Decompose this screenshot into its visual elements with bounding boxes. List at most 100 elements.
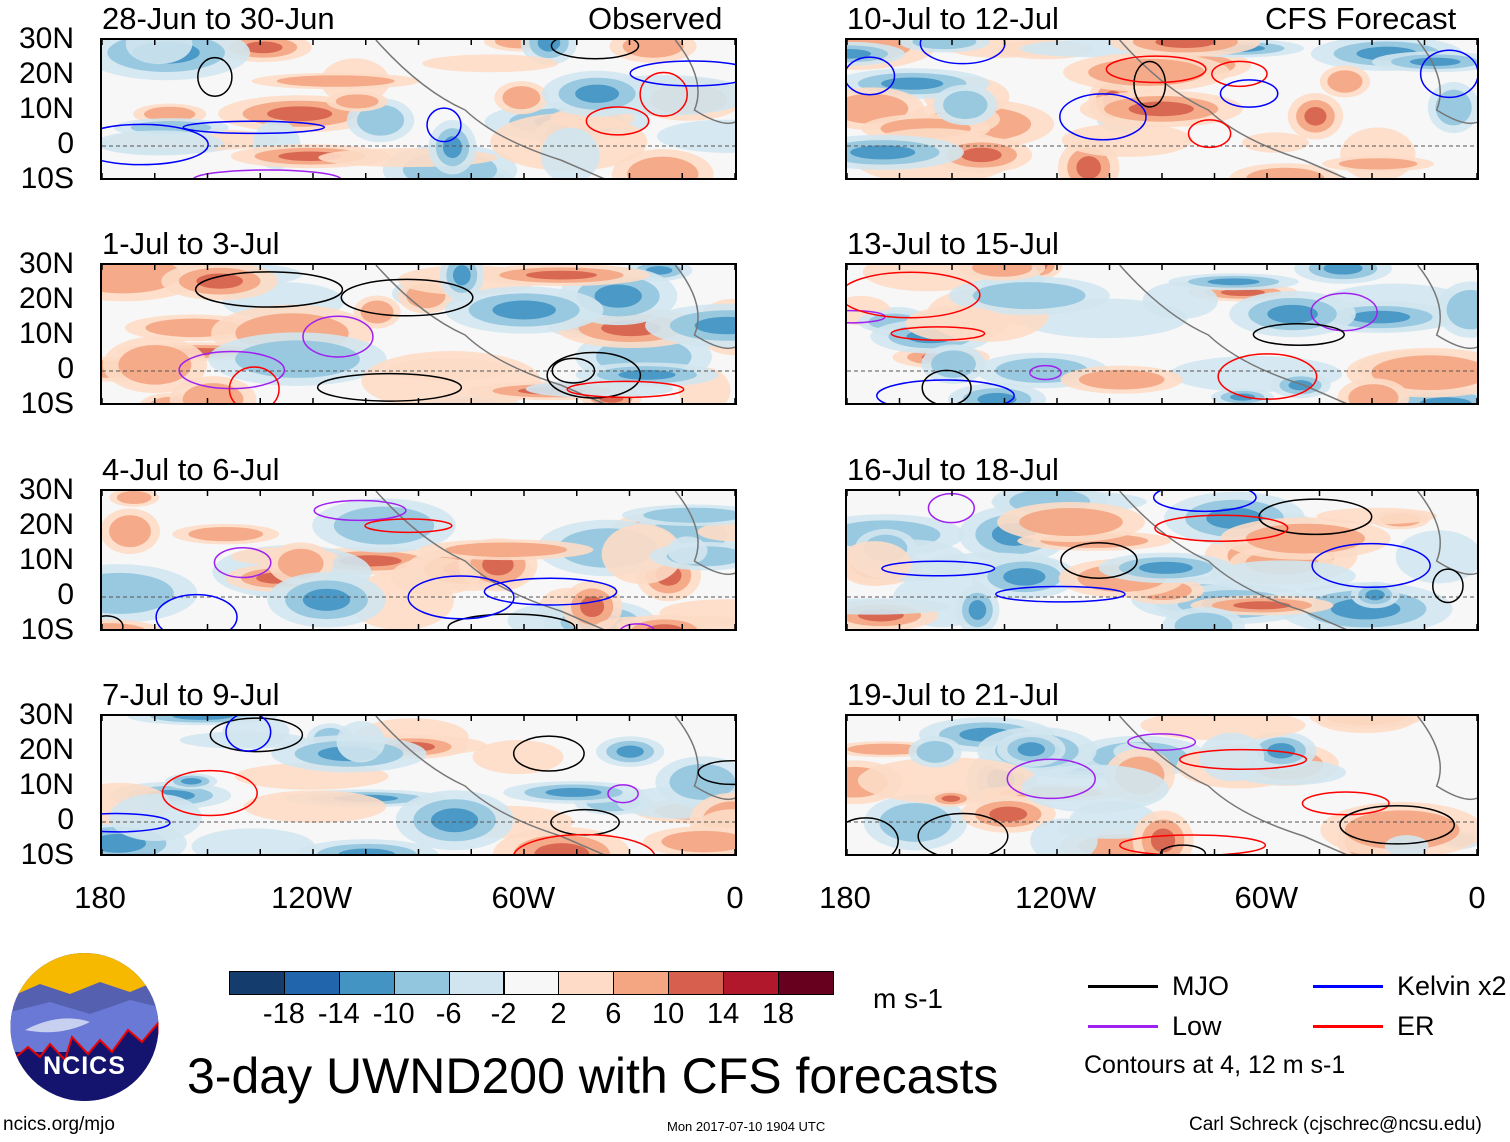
westerly-anomaly-blob xyxy=(1246,167,1325,178)
wave-contour xyxy=(426,107,462,143)
easterly-anomaly-blob xyxy=(222,716,290,748)
wave-contour xyxy=(102,123,209,166)
easterly-anomaly-blob xyxy=(125,40,193,65)
map-panel xyxy=(845,714,1479,856)
latitude-label: 10S xyxy=(20,162,74,195)
author-credit: Carl Schreck (cjschrec@ncsu.edu) xyxy=(1189,1114,1482,1135)
easterly-anomaly-blob xyxy=(102,572,174,614)
wave-contour xyxy=(927,492,976,524)
easterly-anomaly-blob xyxy=(575,84,620,103)
easterly-anomaly-blob xyxy=(1139,561,1193,574)
westerly-anomaly-blob xyxy=(631,619,698,629)
figure-title: 3-day UWND200 with CFS forecasts xyxy=(187,1048,999,1104)
wind-anomaly-map xyxy=(102,40,735,178)
wave-contour xyxy=(225,716,272,752)
easterly-anomaly-blob xyxy=(847,48,872,59)
coastline xyxy=(1119,716,1477,854)
panel-title: 4-Jul to 6-Jul xyxy=(102,452,280,487)
westerly-anomaly-blob xyxy=(360,300,394,324)
wave-contour xyxy=(546,351,642,399)
legend-label: Low xyxy=(1172,1011,1222,1041)
wave-contour xyxy=(847,817,899,854)
ncics-logo[interactable]: NCICS xyxy=(10,952,159,1102)
wind-anomaly-map xyxy=(847,716,1477,854)
colorbar-swatch xyxy=(723,971,779,995)
wind-anomaly-map xyxy=(847,265,1477,403)
map-panel xyxy=(100,263,737,405)
easterly-anomaly-blob xyxy=(540,127,600,178)
easterly-anomaly-blob xyxy=(235,340,360,378)
westerly-anomaly-blob xyxy=(444,542,568,557)
wave-contour xyxy=(197,56,233,97)
map-panel xyxy=(845,38,1479,180)
westerly-anomaly-blob xyxy=(144,106,196,122)
westerly-anomaly-blob xyxy=(627,156,699,178)
panel-title: 10-Jul to 12-Jul xyxy=(847,1,1059,36)
easterly-anomaly-blob xyxy=(1419,397,1472,403)
westerly-anomaly-blob xyxy=(847,743,925,755)
westerly-anomaly-blob xyxy=(1088,58,1205,86)
panel-title: 1-Jul to 3-Jul xyxy=(102,226,280,261)
easterly-anomaly-blob xyxy=(102,833,146,853)
wind-anomaly-map xyxy=(102,491,735,629)
easterly-anomaly-blob xyxy=(1267,743,1296,759)
wave-contour xyxy=(302,315,374,358)
wave-contour xyxy=(551,357,596,384)
easterly-anomaly-blob xyxy=(594,284,642,308)
latitude-label: 20N xyxy=(18,282,74,315)
colorbar-swatch xyxy=(283,971,340,995)
wind-anomaly-map xyxy=(102,716,735,854)
westerly-anomaly-blob xyxy=(601,524,683,585)
panel-title: 28-Jun to 30-Jun xyxy=(102,1,335,36)
latitude-label: 10N xyxy=(18,92,74,125)
easterly-anomaly-blob xyxy=(1003,568,1046,586)
westerly-anomaly-blob xyxy=(1140,716,1306,741)
longitude-label: 120W xyxy=(271,880,353,915)
colorbar-label: -6 xyxy=(435,998,462,1030)
easterly-anomaly-blob xyxy=(916,740,954,763)
latitude-label: 0 xyxy=(57,578,74,611)
westerly-anomaly-blob xyxy=(1242,132,1309,153)
panel-title: 7-Jul to 9-Jul xyxy=(102,677,280,712)
easterly-anomaly-blob xyxy=(1323,265,1363,275)
easterly-anomaly-blob xyxy=(847,598,951,615)
wave-contour xyxy=(1419,49,1477,99)
westerly-anomaly-blob xyxy=(109,515,151,548)
wave-contour xyxy=(1059,93,1147,141)
latitude-label: 20N xyxy=(18,508,74,541)
westerly-anomaly-blob xyxy=(580,596,605,617)
easterly-anomaly-blob xyxy=(109,793,202,841)
easterly-anomaly-blob xyxy=(1017,742,1045,757)
wave-contour xyxy=(313,499,407,522)
westerly-anomaly-blob xyxy=(1061,123,1193,157)
website-link[interactable]: ncics.org/mjo xyxy=(3,1114,115,1135)
westerly-anomaly-blob xyxy=(196,273,243,289)
easterly-anomaly-blob xyxy=(537,40,561,52)
westerly-anomaly-blob xyxy=(1348,384,1399,403)
latitude-label: 10S xyxy=(20,838,74,871)
easterly-anomaly-blob xyxy=(1365,589,1385,601)
easterly-anomaly-blob xyxy=(1030,818,1098,854)
westerly-anomaly-blob xyxy=(1371,355,1477,391)
easterly-anomaly-blob xyxy=(618,369,676,380)
westerly-anomaly-blob xyxy=(1304,106,1327,126)
easterly-anomaly-blob xyxy=(968,600,987,620)
latitude-label: 30N xyxy=(18,473,74,506)
latitude-label: 30N xyxy=(18,22,74,55)
easterly-anomaly-blob xyxy=(1230,393,1256,401)
latitude-label: 10S xyxy=(20,613,74,646)
wave-contour xyxy=(585,106,650,136)
wave-contour xyxy=(917,812,1009,854)
latitude-label: 20N xyxy=(18,57,74,90)
map-panel xyxy=(100,714,737,856)
westerly-anomaly-blob xyxy=(267,106,333,122)
latitude-label: 0 xyxy=(57,127,74,160)
colorbar-swatch xyxy=(229,971,285,995)
easterly-anomaly-blob xyxy=(191,828,315,854)
wave-contour xyxy=(194,271,344,308)
colorbar-swatch xyxy=(778,971,834,995)
colorbar-label: 14 xyxy=(706,998,740,1030)
longitude-label: 60W xyxy=(1234,880,1299,915)
wave-contour xyxy=(1211,60,1268,88)
wave-contour xyxy=(1187,119,1232,149)
